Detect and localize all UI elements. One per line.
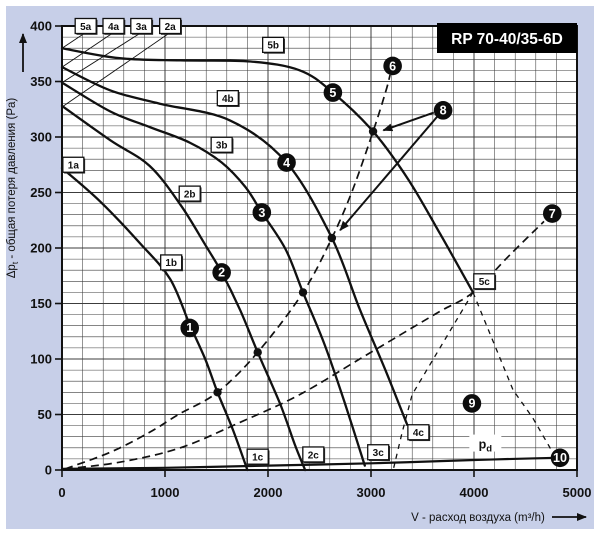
operating-point-dot: [368, 127, 378, 136]
fan-curve-3: [60, 81, 366, 467]
svg-text:6: 6: [389, 59, 396, 73]
svg-text:2b: 2b: [184, 189, 196, 200]
chart-title: RP 70-40/35-6D: [451, 31, 563, 48]
curve-label-5a: 5a: [74, 17, 98, 35]
svg-text:2a: 2a: [165, 22, 177, 33]
marker-5: 5: [323, 83, 343, 102]
curve-label-3a: 3a: [130, 17, 154, 35]
y-tick-label: 300: [30, 130, 52, 145]
svg-text:9: 9: [468, 397, 475, 411]
operating-point-dot: [298, 288, 308, 297]
y-tick-label: 0: [45, 463, 52, 478]
title-box: [437, 23, 577, 53]
svg-text:1b: 1b: [165, 258, 177, 269]
curve-label-4c: 4c: [407, 424, 431, 442]
gridlines: [61, 25, 578, 471]
svg-text:1a: 1a: [68, 161, 80, 172]
curve-label-1b: 1b: [160, 254, 183, 272]
pd-line: pd: [61, 434, 556, 470]
curve-label-2a: 2a: [158, 17, 182, 35]
svg-text:8: 8: [440, 104, 447, 118]
y-tick-label: 250: [30, 185, 52, 200]
y-tick-label: 200: [30, 241, 52, 256]
marker-10: 10: [550, 448, 570, 468]
svg-text:3b: 3b: [216, 141, 228, 152]
curve-label-3b: 3b: [210, 136, 234, 154]
pd-label-halo: [469, 434, 502, 452]
curve-label-3c: 3c: [367, 444, 391, 462]
pointer-arrows: [339, 111, 438, 232]
marker-8: 8: [433, 101, 453, 120]
x-tick-label: 1000: [151, 485, 180, 500]
y-tick-label: 50: [38, 407, 52, 422]
marker-1: 1: [180, 318, 200, 338]
curve-label-5c: 5c: [473, 273, 497, 291]
curve-label-4a: 4a: [102, 17, 126, 35]
boundary-dashed-right: [472, 292, 552, 451]
svg-text:5c: 5c: [479, 277, 491, 288]
x-tick-label: 0: [58, 485, 65, 500]
svg-text:5a: 5a: [80, 22, 92, 33]
svg-text:7: 7: [549, 207, 556, 221]
marker-4: 4: [277, 153, 296, 172]
pointer-arrow: [382, 111, 435, 132]
svg-text:10: 10: [553, 451, 567, 465]
numbered-markers: 1 2 3 4 5 6 7 8 9 10: [180, 56, 570, 468]
curve-label-4b: 4b: [216, 90, 240, 107]
x-tick-label: 2000: [254, 485, 283, 500]
y-tick-label: 350: [30, 74, 52, 89]
y-tick-label: 150: [30, 296, 52, 311]
pd-label: pd: [479, 438, 493, 455]
pd-curve: [61, 456, 556, 470]
curve-label-2b: 2b: [178, 185, 202, 203]
operating-point-dot: [327, 233, 337, 243]
curve-label-2c: 2c: [302, 446, 326, 464]
operating-point-dots: [213, 127, 378, 397]
boundary-dashed-lines: [393, 292, 552, 468]
y-tick-label: 400: [30, 19, 52, 34]
marker-3: 3: [252, 203, 272, 222]
marker-6: 6: [383, 56, 402, 76]
curve-label-boxes: 5a 4a 3a 2a 1a 5b 4b 3b 2b 1b 1c 2c 3c 4c 5c: [62, 17, 497, 466]
pointer-arrow: [339, 116, 438, 232]
y-axis-label: Δpt - общая потеря давления (Pa): [6, 98, 20, 279]
svg-text:1c: 1c: [252, 452, 264, 463]
svg-text:4: 4: [283, 156, 290, 170]
svg-text:4b: 4b: [222, 94, 234, 105]
svg-text:5: 5: [329, 86, 336, 100]
operating-point-dot: [253, 348, 262, 357]
svg-text:3: 3: [258, 206, 265, 220]
curve-label-1a: 1a: [62, 156, 86, 174]
x-tick-label: 5000: [563, 485, 592, 500]
fan-curve-5: [60, 47, 475, 294]
svg-text:3c: 3c: [373, 448, 385, 459]
svg-text:2: 2: [218, 266, 225, 280]
operating-point-dot: [213, 388, 222, 397]
svg-text:3a: 3a: [136, 22, 148, 33]
svg-text:2c: 2c: [308, 450, 320, 461]
svg-text:1: 1: [186, 321, 193, 335]
y-tick-label: 100: [30, 352, 52, 367]
x-axis-label: V - расход воздуха (m³/h): [411, 512, 545, 524]
x-tick-label: 4000: [460, 485, 489, 500]
marker-2: 2: [212, 263, 231, 282]
curve-label-1c: 1c: [246, 448, 270, 466]
svg-text:4a: 4a: [108, 22, 120, 33]
marker-9: 9: [462, 394, 482, 413]
marker-7: 7: [542, 204, 562, 223]
curve-label-5b: 5b: [261, 36, 285, 54]
svg-text:5b: 5b: [267, 41, 279, 52]
x-tick-label: 3000: [357, 485, 386, 500]
svg-text:4c: 4c: [413, 428, 425, 439]
